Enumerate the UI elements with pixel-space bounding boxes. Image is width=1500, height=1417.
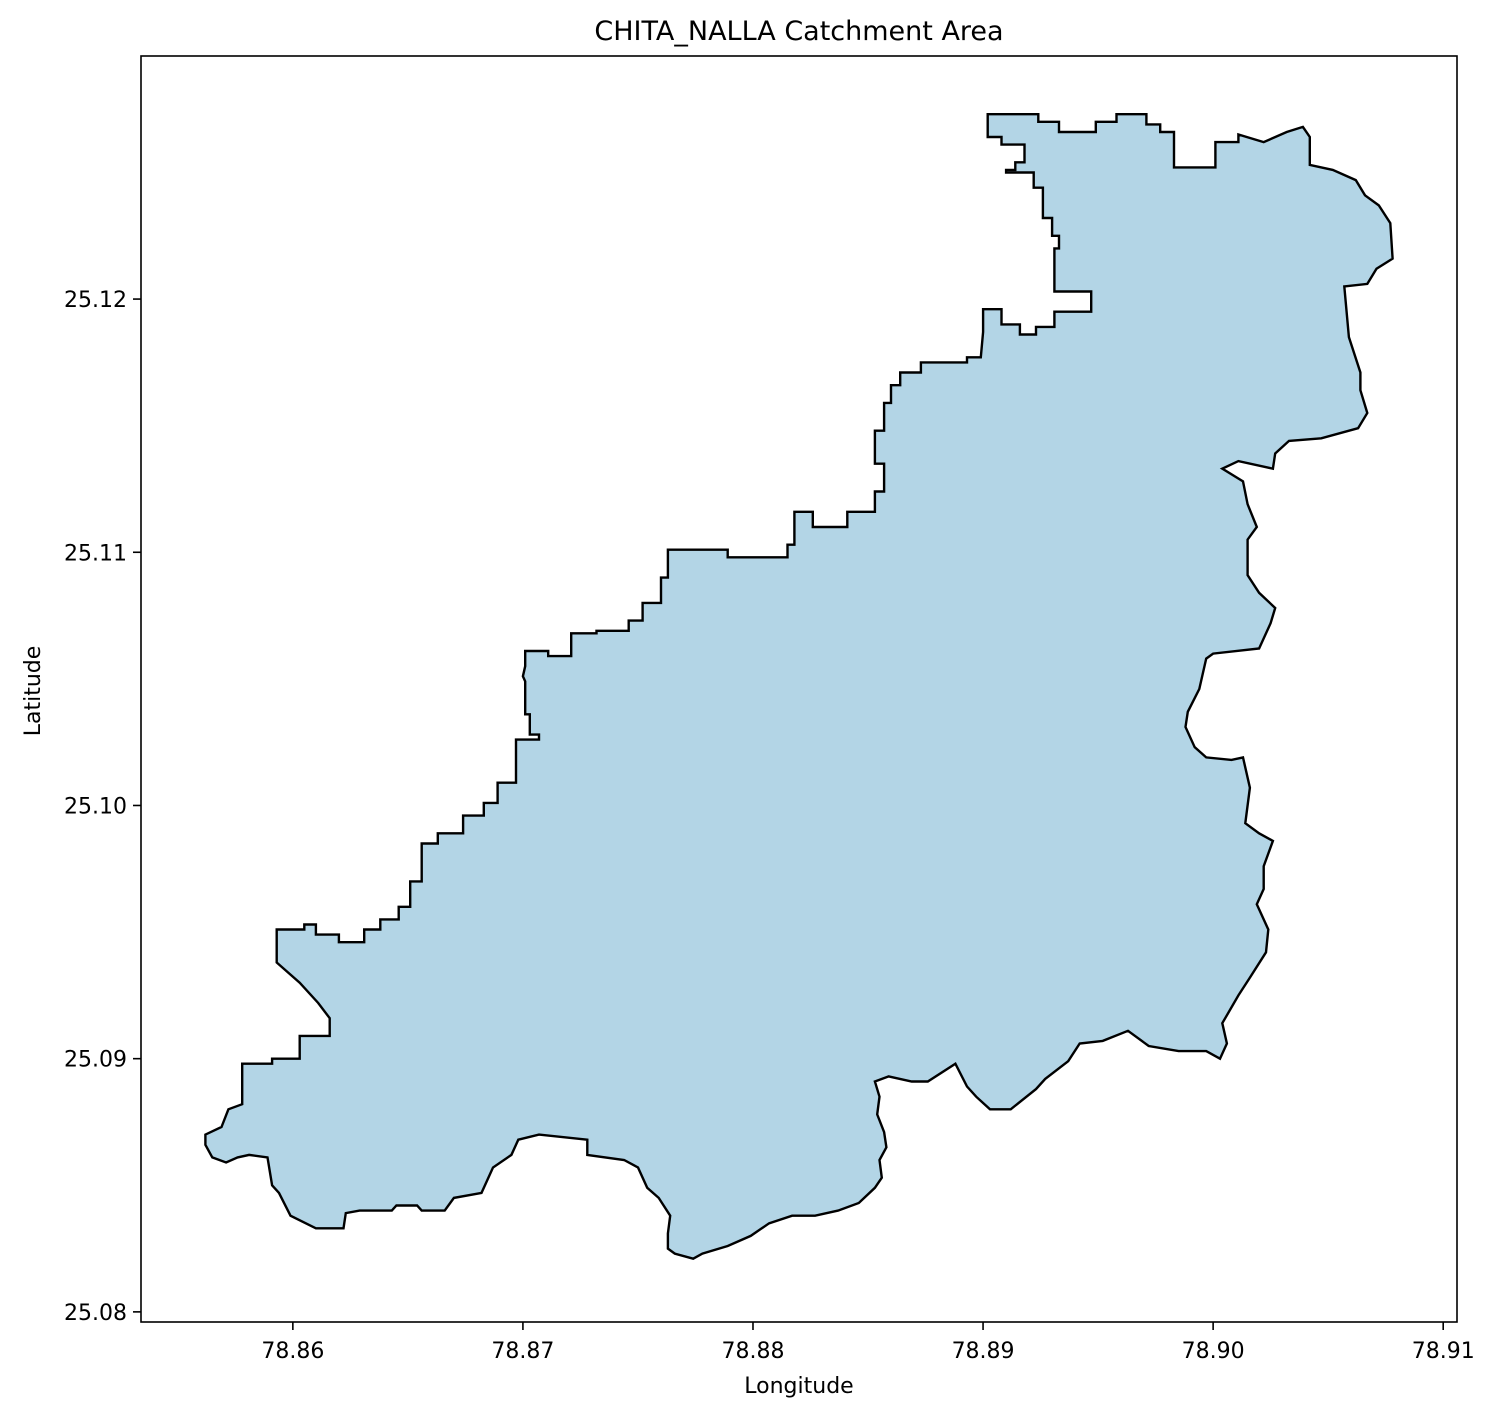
axes-frame xyxy=(140,55,1458,1323)
catchment-polygon xyxy=(204,113,1394,1260)
x-tick-label: 78.91 xyxy=(1412,1339,1475,1364)
chart-title: CHITA_NALLA Catchment Area xyxy=(594,16,1003,47)
x-axis-label: Longitude xyxy=(744,1374,853,1399)
x-tick-label: 78.87 xyxy=(491,1339,554,1364)
y-tick-label: 25.08 xyxy=(64,1301,127,1326)
x-axis-ticks: 78.86 78.87 78.88 78.89 78.90 78.91 xyxy=(261,1322,1475,1364)
x-tick-label: 78.90 xyxy=(1182,1339,1245,1364)
y-tick-label: 25.10 xyxy=(64,794,127,819)
plot-area xyxy=(204,113,1394,1260)
y-tick-label: 25.09 xyxy=(64,1048,127,1073)
y-tick-label: 25.11 xyxy=(64,541,127,566)
x-tick-label: 78.88 xyxy=(721,1339,784,1364)
y-tick-label: 25.12 xyxy=(64,288,127,313)
y-axis-label: Latitude xyxy=(21,646,46,737)
x-tick-label: 78.89 xyxy=(952,1339,1015,1364)
y-axis-ticks: 25.08 25.09 25.10 25.11 25.12 xyxy=(64,288,141,1326)
x-tick-label: 78.86 xyxy=(261,1339,324,1364)
